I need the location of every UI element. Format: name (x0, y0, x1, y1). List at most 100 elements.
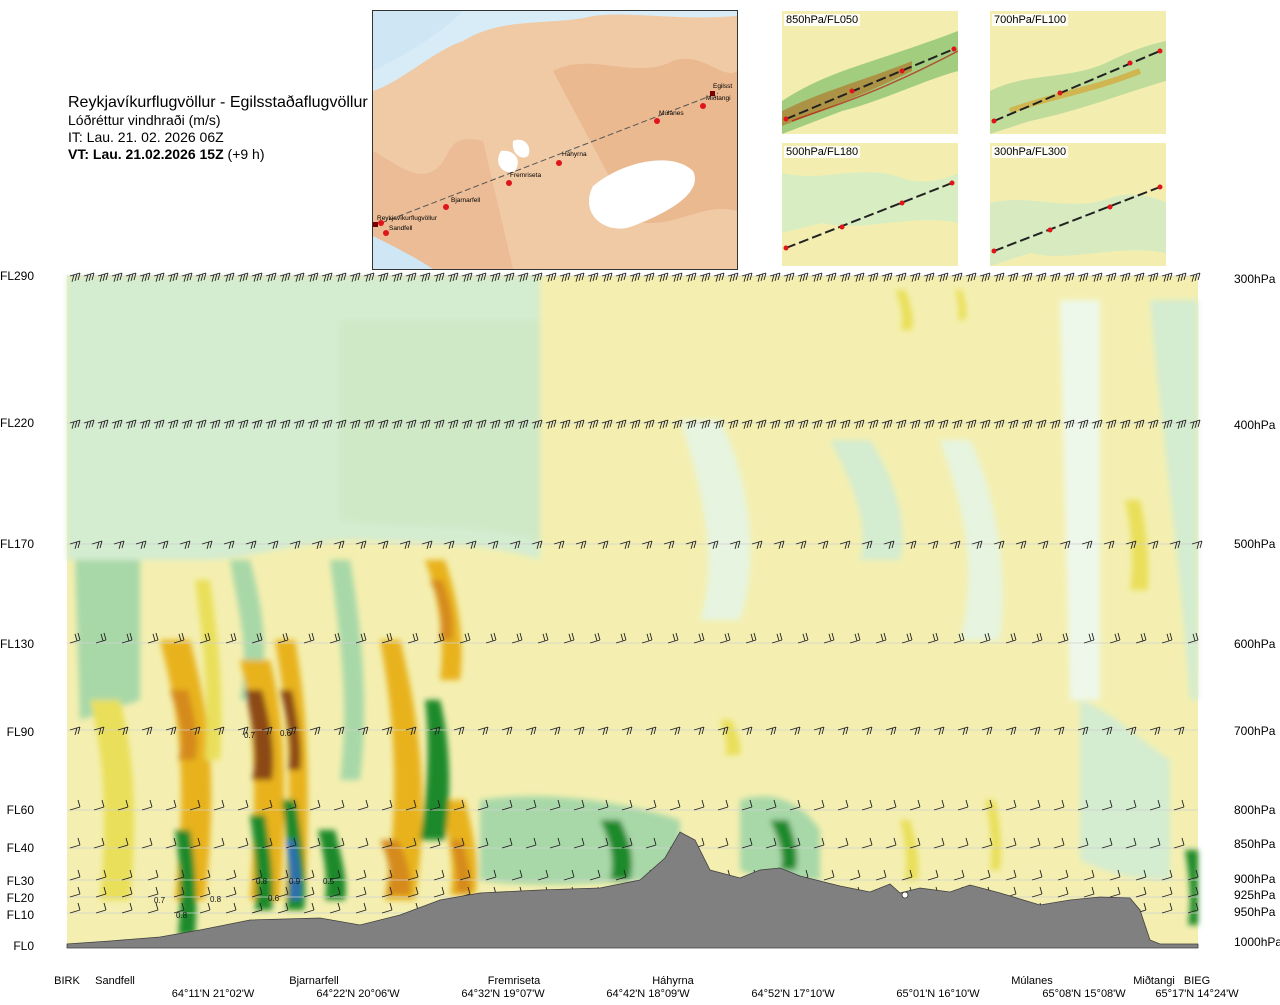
map-label-hahyrna: Háhyrna (562, 151, 587, 158)
wind-barb (1063, 272, 1075, 282)
wind-barb (381, 799, 393, 811)
wind-barb (83, 419, 95, 429)
wind-barb (671, 272, 683, 282)
wind-barb (285, 726, 297, 736)
map-label-sandfell: Sandfell (389, 225, 413, 232)
wind-barb (797, 632, 809, 644)
wind-barb (405, 726, 417, 736)
annotation-6: 0.9 (289, 877, 301, 886)
wind-barb (797, 419, 809, 429)
wind-barb (545, 272, 557, 282)
wind-barb (853, 272, 865, 282)
wind-barb (1031, 886, 1043, 898)
wind-barb (981, 837, 993, 849)
wind-barb (1189, 272, 1201, 282)
valid-time-bold: VT: Lau. 21.02.2026 15Z (68, 146, 224, 162)
wind-barb (671, 419, 683, 429)
wind-barb (309, 837, 321, 849)
wind-barb (405, 799, 417, 811)
wind-barb (1175, 419, 1187, 429)
wind-barb (713, 419, 725, 429)
wind-barb (181, 419, 193, 429)
wind-barb (587, 419, 599, 429)
annotation-1: 0.6 (280, 729, 292, 738)
wind-barb (643, 419, 655, 429)
wind-barb (875, 869, 887, 881)
wind-barb (1029, 837, 1041, 849)
wind-barb (293, 272, 305, 282)
value-annotations: 0.7 0.6 0.7 0.8 0.8 0.8 0.9 0.6 0.5 (154, 729, 335, 920)
coord-label-2: 64°32'N 19°07'W (461, 988, 545, 1000)
wind-barb (447, 272, 459, 282)
wind-barb (663, 540, 675, 550)
wind-barb (971, 540, 983, 550)
wind-barb (933, 837, 945, 849)
wind-barb (1187, 869, 1199, 881)
wind-barb (1105, 419, 1117, 429)
wind-barb (817, 540, 829, 550)
wind-barb (949, 540, 961, 550)
wind-barb (549, 837, 561, 849)
wind-barb (189, 726, 201, 736)
wind-barb (503, 419, 515, 429)
wind-barb (355, 902, 367, 914)
wind-barb (251, 632, 263, 644)
wind-barb (993, 540, 1005, 550)
wind-barb (517, 272, 529, 282)
wind-barb (669, 726, 681, 736)
thumbnail-500hpa[interactable]: 500hPa/FL180 (782, 143, 958, 266)
station-label-bieg: BIEG (1183, 975, 1211, 987)
wind-barb (657, 419, 669, 429)
wind-barb (861, 837, 873, 849)
thumbnail-300hpa[interactable]: 300hPa/FL300 (990, 143, 1166, 266)
wind-barb (251, 902, 263, 914)
wind-barb (937, 419, 949, 429)
wind-barb (335, 272, 347, 282)
wind-barb (355, 869, 367, 881)
wind-barb (1173, 837, 1185, 849)
thumbnail-700hpa[interactable]: 700hPa/FL100 (990, 11, 1166, 134)
wind-barb (621, 726, 633, 736)
wind-barb (895, 272, 907, 282)
wind-barb (111, 272, 123, 282)
wind-barb (953, 869, 965, 881)
wind-barb (1029, 799, 1041, 811)
wind-barb (475, 419, 487, 429)
wind-barb (993, 272, 1005, 282)
wind-barb (503, 272, 515, 282)
wind-barb (429, 726, 441, 736)
wind-barb (69, 632, 81, 644)
wind-barb (645, 726, 657, 736)
station-label-fremriseta: Fremriseta (487, 975, 541, 987)
wind-barb (1161, 632, 1173, 644)
wind-barb (823, 632, 835, 644)
wind-barb (517, 419, 529, 429)
wind-barb (751, 540, 763, 550)
wind-barb (489, 272, 501, 282)
thumbnail-850hpa[interactable]: 850hPa/FL050 (782, 11, 958, 134)
station-label-midtangi: Miðtangi (1133, 975, 1175, 987)
annotation-2: 0.7 (154, 896, 166, 905)
wind-barb (433, 632, 445, 644)
wind-barb (355, 886, 367, 898)
wind-barb (1119, 419, 1131, 429)
wind-barb (849, 632, 861, 644)
wind-barb (615, 632, 627, 644)
coord-label-5: 65°01'N 16°10'W (896, 988, 980, 1000)
wind-barb (597, 799, 609, 811)
wind-barb (549, 726, 561, 736)
wind-barb (525, 799, 537, 811)
wind-barb (153, 419, 165, 429)
wind-barb (531, 419, 543, 429)
wind-barb (861, 540, 873, 550)
wind-barb (173, 902, 185, 914)
wind-barb (213, 799, 225, 811)
wind-barb (391, 419, 403, 429)
wind-barb (69, 869, 81, 881)
wind-barb (745, 632, 757, 644)
wind-barb (477, 726, 489, 736)
wind-barb (237, 272, 249, 282)
wind-barb (909, 837, 921, 849)
wind-barb (139, 272, 151, 282)
wind-barb (303, 869, 315, 881)
